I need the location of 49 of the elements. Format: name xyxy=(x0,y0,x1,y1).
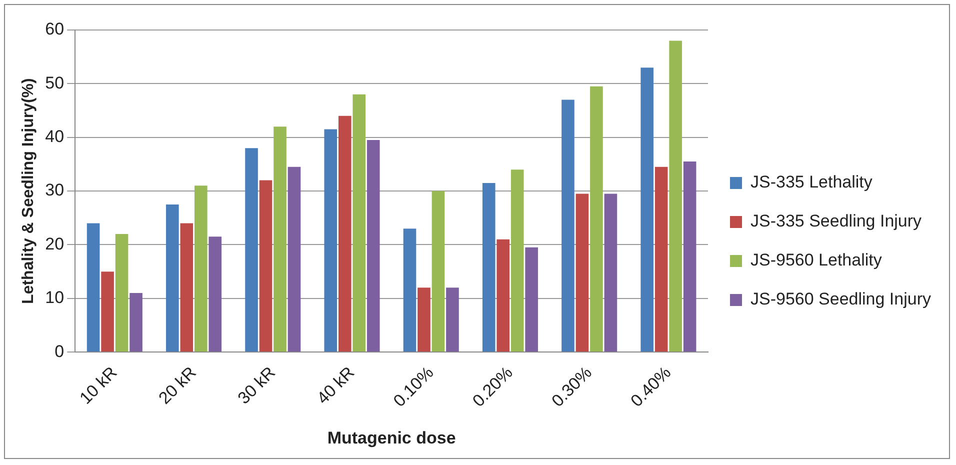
bar xyxy=(669,40,682,352)
bar xyxy=(274,126,286,352)
bar xyxy=(496,239,510,352)
x-tick-label: 20 kR xyxy=(155,363,200,408)
bar xyxy=(166,204,179,352)
bar xyxy=(446,288,459,352)
bar xyxy=(510,170,524,352)
y-tick-label: 60 xyxy=(45,20,64,39)
bar xyxy=(324,129,338,352)
bar xyxy=(576,194,589,352)
y-tick-label: 30 xyxy=(45,180,64,200)
bar xyxy=(640,68,654,352)
x-axis-title: Mutagenic dose xyxy=(327,428,456,448)
bar xyxy=(590,86,603,352)
bar xyxy=(432,191,445,352)
y-tick-label: 20 xyxy=(45,234,64,254)
y-tick-label: 40 xyxy=(45,127,64,146)
bar xyxy=(288,166,301,352)
y-tick-label: 50 xyxy=(45,73,64,92)
bar xyxy=(403,228,416,352)
bar xyxy=(130,293,142,352)
legend-label: JS-9560 Seedling Injury xyxy=(750,290,932,309)
legend-label: JS-335 Lethality xyxy=(750,172,873,192)
legend-label: JS-9560 Lethality xyxy=(750,250,882,270)
bar xyxy=(482,182,496,352)
bar xyxy=(194,186,208,352)
y-tick-label: 0 xyxy=(54,342,64,361)
bar xyxy=(115,234,128,352)
bar xyxy=(683,162,696,352)
bar xyxy=(525,247,538,352)
bar xyxy=(366,140,380,352)
bar xyxy=(101,272,114,352)
bar xyxy=(208,236,222,352)
bar xyxy=(352,94,366,352)
bar xyxy=(562,100,574,352)
bar xyxy=(338,116,352,352)
x-tick-label: 30 kR xyxy=(234,363,280,408)
bar xyxy=(259,180,272,352)
x-tick-label: 10 kR xyxy=(76,363,121,408)
bar xyxy=(418,288,430,352)
bar xyxy=(245,148,258,352)
bar xyxy=(86,223,100,352)
legend-label: JS-335 Seedling Injury xyxy=(750,212,922,231)
y-axis-title: Lethality & Seedling Injury(%) xyxy=(20,78,38,304)
bar xyxy=(604,194,618,352)
bar xyxy=(654,166,668,352)
x-tick-label: 40 kR xyxy=(313,363,358,408)
y-tick-label: 10 xyxy=(45,288,64,308)
bar xyxy=(180,223,194,352)
